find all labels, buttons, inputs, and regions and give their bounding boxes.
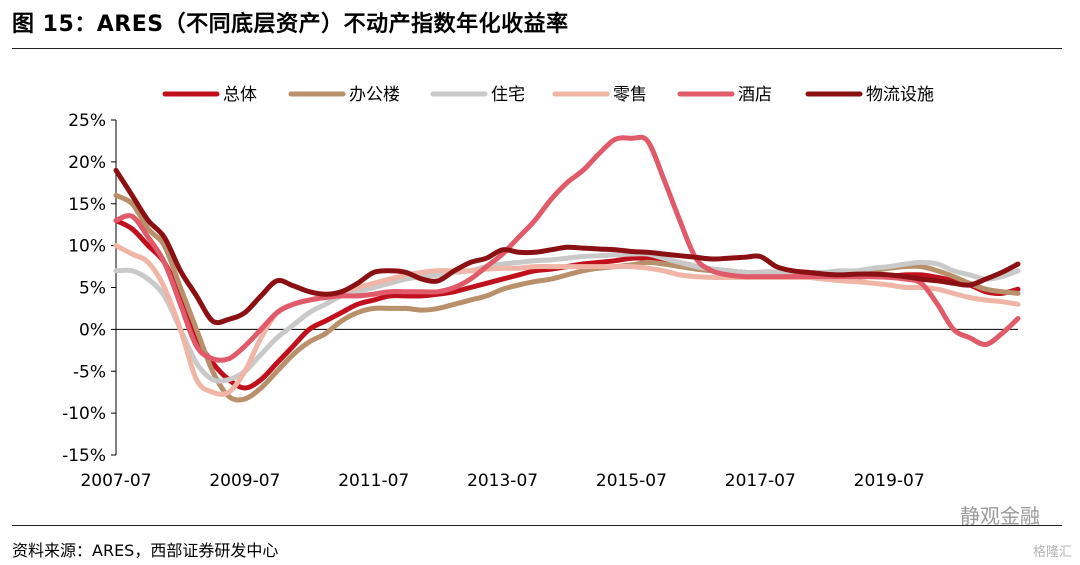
legend-item: 酒店 [677, 85, 772, 105]
y-tick-label: 5% [79, 279, 106, 299]
series-line-5 [113, 167, 1021, 326]
x-tick-label: 2013-07 [467, 471, 538, 491]
corner-watermark: 格隆汇 [1032, 545, 1072, 560]
x-tick-label: 2009-07 [209, 471, 280, 491]
x-tick-label: 2015-07 [596, 471, 667, 491]
legend-item: 零售 [552, 85, 647, 105]
x-tick-label: 2017-07 [725, 471, 796, 491]
figure-title: 图 15：ARES（不同底层资产）不动产指数年化收益率 [12, 12, 569, 37]
legend-label: 住宅 [491, 85, 525, 105]
y-tick-label: -5% [73, 362, 106, 382]
line-chart: 总体 办公楼 住宅 零售 酒店 物流设施 -15% -10% -5% 0% 5% 10% 15% 20%… [62, 85, 1021, 491]
chart-series [113, 134, 1021, 403]
legend-label: 物流设施 [866, 85, 934, 105]
y-tick-label: -15% [62, 446, 106, 466]
legend-label: 酒店 [738, 85, 772, 105]
legend-item: 总体 [162, 85, 257, 105]
legend-label: 零售 [613, 85, 647, 105]
series-line-1 [113, 192, 1021, 403]
x-tick-label: 2007-07 [80, 471, 151, 491]
x-tick-label: 2019-07 [854, 471, 925, 491]
y-tick-label: -10% [62, 404, 106, 424]
chart-legend: 总体 办公楼 住宅 零售 酒店 物流设施 [162, 85, 934, 105]
source-note: 资料来源：ARES，西部证券研发中心 [12, 541, 279, 560]
chart-axes: -15% -10% -5% 0% 5% 10% 15% 20% 25% 2007-07 2009-0… [62, 111, 1018, 491]
title-rule [12, 48, 1062, 49]
legend-label: 总体 [223, 85, 257, 105]
legend-item: 办公楼 [288, 85, 400, 105]
watermark: 静观金融 [960, 504, 1040, 528]
y-tick-label: 20% [68, 153, 106, 173]
legend-item: 物流设施 [805, 85, 934, 105]
y-tick-label: 10% [68, 237, 106, 257]
series-line-3 [113, 243, 1021, 397]
x-tick-label: 2011-07 [338, 471, 409, 491]
legend-item: 住宅 [430, 85, 525, 105]
y-tick-label: 15% [68, 195, 106, 215]
series-line-2 [113, 251, 1021, 384]
source-rule [12, 525, 1062, 526]
y-tick-label: 0% [79, 320, 106, 340]
legend-label: 办公楼 [349, 85, 400, 105]
y-tick-label: 25% [68, 111, 106, 131]
series-line-4 [113, 134, 1021, 363]
